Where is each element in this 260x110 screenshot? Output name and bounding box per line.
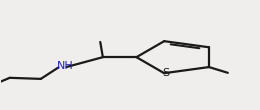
Text: S: S xyxy=(162,68,169,78)
Text: NH: NH xyxy=(57,61,74,71)
